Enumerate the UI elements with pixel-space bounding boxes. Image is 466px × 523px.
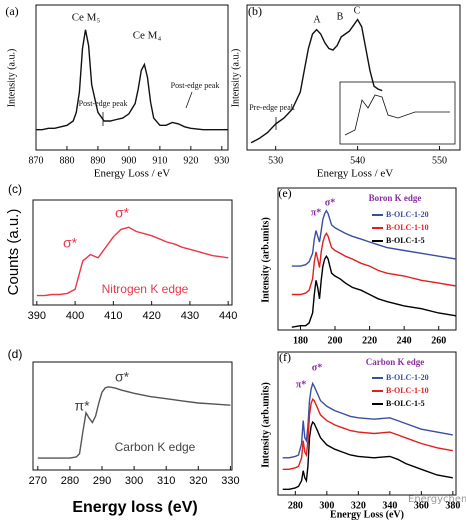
legend-label: B-OLC-1-5 [386, 399, 425, 408]
x-tick-label: 920 [183, 155, 198, 166]
x-tick-label: 900 [121, 155, 136, 166]
x-tick-label: 270 [29, 475, 47, 487]
x-tick-label: 440 [219, 310, 237, 322]
panel-label: (c) [8, 182, 22, 196]
y-axis-label: Intensity (a.u.) [6, 49, 17, 108]
panel-label: (e) [278, 186, 291, 200]
x-tick-label: 410 [104, 310, 122, 322]
spectrum-line [291, 232, 457, 296]
annotation: Pre-edge peak [249, 103, 295, 112]
x-tick-label: 180 [293, 335, 308, 346]
annotation: π* [296, 379, 306, 390]
spectrum-line [291, 209, 457, 267]
x-tick-label: 300 [319, 500, 334, 511]
annotation: C [354, 5, 361, 16]
annotation: Nitrogen K edge [102, 282, 189, 296]
panel-label: (f) [279, 350, 291, 364]
x-tick-label: 540 [350, 155, 365, 166]
annotation: σ* [325, 197, 335, 208]
x-tick-label: 280 [288, 500, 303, 511]
annotation: Ce M₅ [72, 12, 101, 24]
x-tick-label: 290 [93, 475, 111, 487]
x-tick-label: 300 [125, 475, 143, 487]
x-tick-label: 260 [431, 335, 446, 346]
x-tick-label: 220 [362, 335, 377, 346]
x-tick-label: 930 [214, 155, 229, 166]
legend-label: B-OLC-1-5 [386, 236, 425, 245]
annotation: σ* [312, 362, 322, 373]
annotation: π* [311, 207, 321, 218]
x-tick-label: 400 [66, 310, 84, 322]
y-axis-label: Intensity (arb.units) [260, 217, 271, 303]
x-tick-label: 320 [189, 475, 207, 487]
spectrum-line [282, 381, 453, 459]
x-tick-label: 390 [28, 310, 46, 322]
annotation: Ce M₄ [133, 30, 162, 42]
inset-curve [344, 94, 450, 136]
panel-label: (a) [5, 4, 18, 18]
spectrum-line [36, 29, 228, 131]
arrow [185, 91, 193, 109]
x-tick-label: 530 [268, 155, 283, 166]
x-tick-label: 360 [414, 500, 429, 511]
y-axis-label: Intensity (a.u.) [230, 49, 241, 108]
spectrum-line [250, 18, 383, 144]
annotation: A [313, 14, 321, 25]
x-tick-label: 890 [90, 155, 105, 166]
spectrum-line [282, 420, 453, 490]
plot-frame [35, 4, 229, 151]
annotation: Carbon K edge [366, 357, 425, 367]
x-tick-label: 550 [432, 155, 447, 166]
x-tick-label: 430 [181, 310, 199, 322]
x-tick-label: 240 [397, 335, 412, 346]
x-tick-label: 380 [445, 500, 460, 511]
x-axis-label: Energy Loss / eV [317, 168, 394, 180]
annotation: Post-edge peak [171, 81, 220, 90]
legend-label: B-OLC-1-10 [386, 386, 429, 395]
x-axis-label: Energy Loss / eV [94, 168, 171, 180]
x-tick-label: 330 [221, 475, 239, 487]
x-tick-label: 320 [351, 500, 366, 511]
legend-label: B-OLC-1-20 [386, 373, 429, 382]
x-tick-label: 910 [152, 155, 167, 166]
annotation: σ* [115, 369, 130, 385]
decorations [102, 81, 456, 145]
panel-label: (d) [8, 347, 23, 361]
y-axis-label: Intensity (arb.units) [260, 382, 271, 468]
y-axis-label: Counts (a.u.) [5, 209, 22, 296]
spectrum-line [37, 386, 231, 459]
x-axis-label: Energy loss (eV) [72, 499, 197, 516]
annotation: B [337, 11, 344, 22]
x-tick-label: 870 [29, 155, 44, 166]
spectrum-line [36, 226, 229, 297]
plot-frame [32, 361, 233, 471]
x-tick-label: 880 [59, 155, 74, 166]
panel-label: (b) [248, 4, 262, 18]
annotation: Post-edge peak [79, 99, 128, 108]
legend-label: B-OLC-1-10 [386, 223, 429, 232]
legend-label: B-OLC-1-20 [386, 210, 429, 219]
watermark: Energychem [408, 494, 466, 505]
x-axis-label: Energy Loss (eV) [330, 509, 404, 520]
inset-frame [339, 81, 456, 145]
x-tick-label: 340 [382, 500, 397, 511]
spectrum-line [291, 254, 457, 328]
spectrum-line [282, 397, 453, 470]
x-tick-label: 420 [142, 310, 160, 322]
annotation: Carbon K edge [115, 440, 196, 454]
x-tick-label: 280 [61, 475, 79, 487]
plot-frame [277, 351, 457, 496]
annotation: π* [74, 398, 90, 414]
plot-frame [32, 199, 233, 306]
annotation: σ* [115, 205, 130, 221]
plot-frame [277, 187, 457, 331]
plot-frame [246, 4, 461, 151]
annotation: σ* [63, 235, 78, 251]
x-tick-label: 200 [328, 335, 343, 346]
x-tick-label: 310 [157, 475, 175, 487]
annotation: Boron K edge [369, 193, 422, 203]
